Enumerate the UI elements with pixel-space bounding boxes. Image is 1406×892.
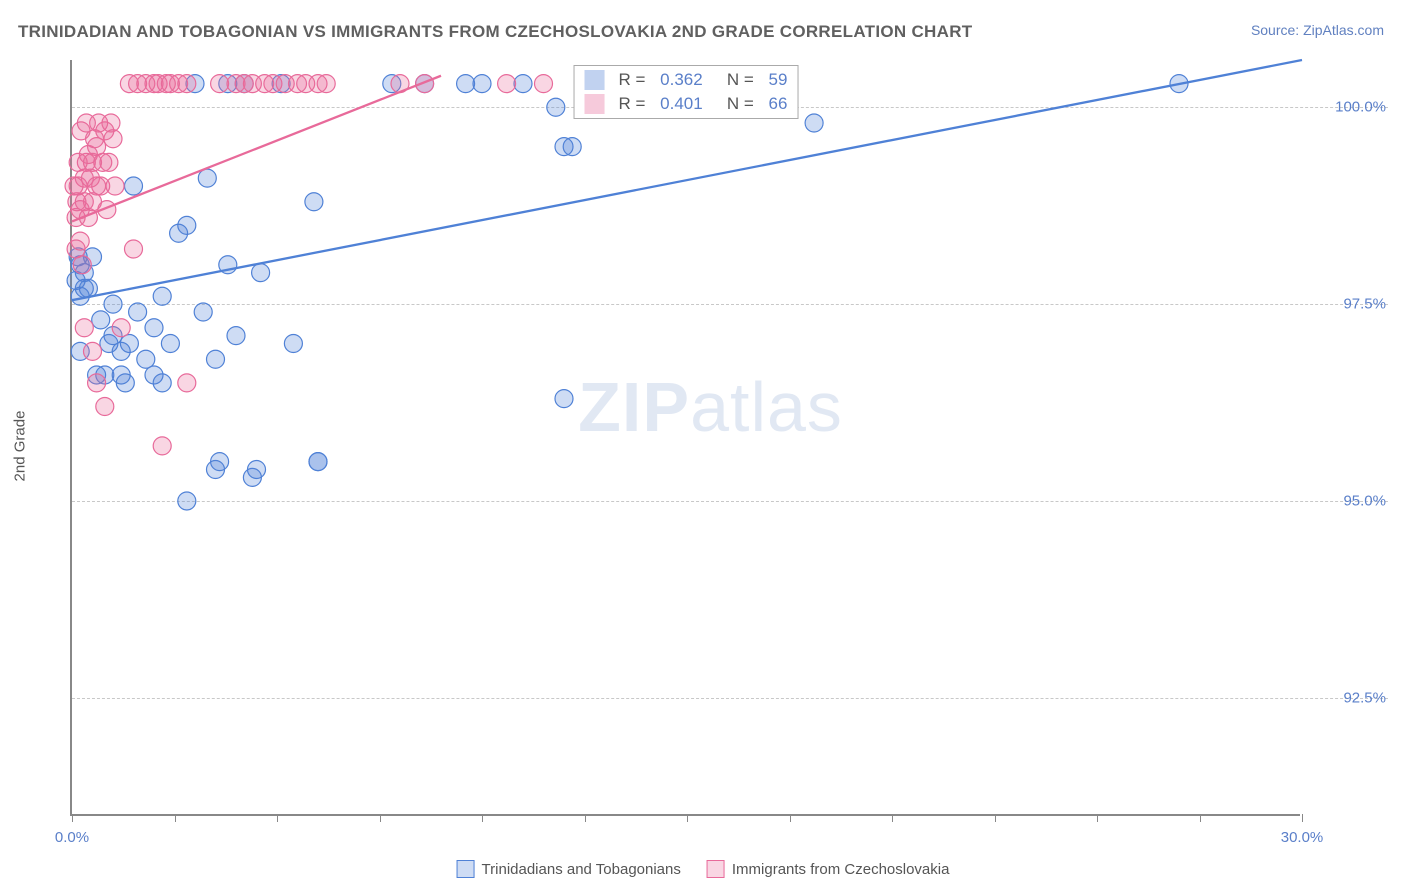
data-point xyxy=(535,75,553,93)
stats-r-value: 0.362 xyxy=(660,70,703,90)
data-point xyxy=(88,374,106,392)
data-point xyxy=(317,75,335,93)
legend-swatch xyxy=(707,860,725,878)
data-point xyxy=(129,303,147,321)
data-point xyxy=(207,350,225,368)
data-point xyxy=(120,335,138,353)
data-point xyxy=(100,153,118,171)
data-point xyxy=(305,193,323,211)
x-tick-label: 0.0% xyxy=(55,829,89,846)
data-point xyxy=(73,256,91,274)
y-tick-label: 95.0% xyxy=(1343,493,1386,510)
stats-legend: R = 0.362 N = 59R = 0.401 N = 66 xyxy=(574,65,799,119)
data-point xyxy=(555,390,573,408)
stats-n-value: 59 xyxy=(769,70,788,90)
data-point xyxy=(153,374,171,392)
data-point xyxy=(252,264,270,282)
data-point xyxy=(75,319,93,337)
stats-n-label: N = xyxy=(713,94,759,114)
data-point xyxy=(71,232,89,250)
chart-title: TRINIDADIAN AND TOBAGONIAN VS IMMIGRANTS… xyxy=(18,22,972,42)
stats-n-value: 66 xyxy=(769,94,788,114)
legend-swatch xyxy=(457,860,475,878)
data-point xyxy=(198,169,216,187)
data-point xyxy=(116,374,134,392)
bottom-legend: Trinidadians and Tobagonians Immigrants f… xyxy=(457,860,950,878)
data-point xyxy=(145,319,163,337)
data-point xyxy=(104,130,122,148)
stats-legend-row: R = 0.362 N = 59 xyxy=(585,68,788,92)
data-point xyxy=(178,492,196,510)
data-point xyxy=(227,327,245,345)
chart-svg xyxy=(72,60,1302,816)
source-link[interactable]: Source: ZipAtlas.com xyxy=(1251,22,1384,38)
y-tick-label: 92.5% xyxy=(1343,689,1386,706)
data-point xyxy=(137,350,155,368)
data-point xyxy=(514,75,532,93)
legend-item: Immigrants from Czechoslovakia xyxy=(707,860,950,878)
y-axis-label: 2nd Grade xyxy=(12,411,29,482)
data-point xyxy=(563,138,581,156)
plot-area: ZIPatlas R = 0.362 N = 59R = 0.401 N = 6… xyxy=(70,60,1300,816)
data-point xyxy=(457,75,475,93)
data-point xyxy=(178,374,196,392)
data-point xyxy=(96,398,114,416)
data-point xyxy=(805,114,823,132)
data-point xyxy=(153,437,171,455)
y-tick-label: 100.0% xyxy=(1335,99,1386,116)
stats-n-label: N = xyxy=(713,70,759,90)
legend-swatch xyxy=(585,94,605,114)
legend-item: Trinidadians and Tobagonians xyxy=(457,860,681,878)
data-point xyxy=(106,177,124,195)
stats-legend-row: R = 0.401 N = 66 xyxy=(585,92,788,116)
data-point xyxy=(161,335,179,353)
data-point xyxy=(284,335,302,353)
trend-line xyxy=(72,76,441,222)
data-point xyxy=(102,114,120,132)
legend-swatch xyxy=(585,70,605,90)
legend-label: Immigrants from Czechoslovakia xyxy=(732,861,950,878)
x-tick xyxy=(1302,814,1303,822)
data-point xyxy=(178,75,196,93)
data-point xyxy=(547,98,565,116)
data-point xyxy=(178,216,196,234)
data-point xyxy=(473,75,491,93)
data-point xyxy=(309,453,327,471)
data-point xyxy=(211,453,229,471)
stats-r-value: 0.401 xyxy=(660,94,703,114)
data-point xyxy=(498,75,516,93)
y-tick-label: 97.5% xyxy=(1343,296,1386,313)
legend-label: Trinidadians and Tobagonians xyxy=(482,861,681,878)
data-point xyxy=(211,75,229,93)
data-point xyxy=(112,319,130,337)
stats-r-label: R = xyxy=(619,94,651,114)
data-point xyxy=(153,287,171,305)
x-tick-label: 30.0% xyxy=(1281,829,1324,846)
stats-r-label: R = xyxy=(619,70,651,90)
data-point xyxy=(92,311,110,329)
data-point xyxy=(104,295,122,313)
data-point xyxy=(125,240,143,258)
data-point xyxy=(84,342,102,360)
data-point xyxy=(194,303,212,321)
data-point xyxy=(248,461,266,479)
data-point xyxy=(125,177,143,195)
